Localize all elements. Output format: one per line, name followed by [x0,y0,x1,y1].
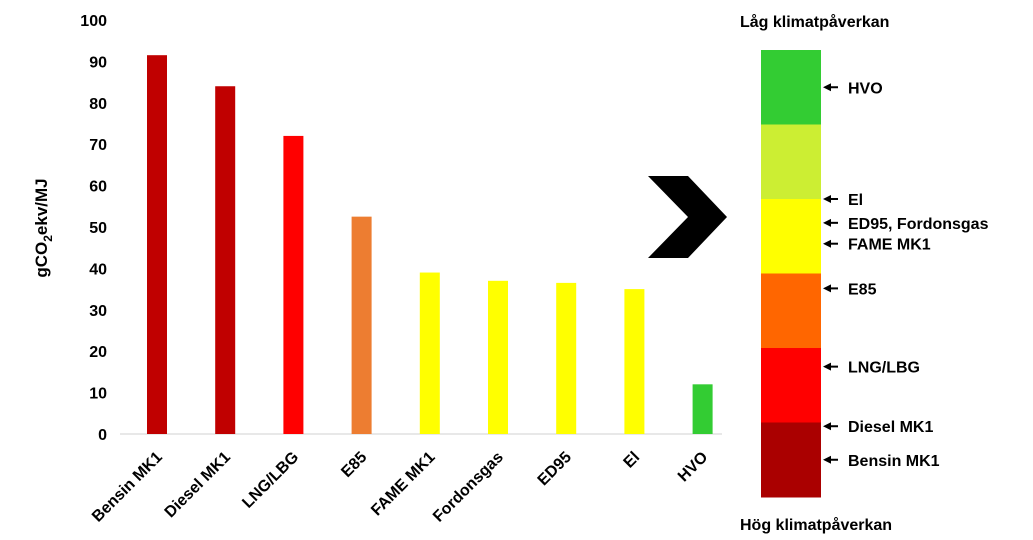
bar [351,216,372,434]
scale-label: E85 [823,281,877,298]
x-tick-label: Diesel MK1 [162,449,234,521]
x-tick-label: El [621,449,644,472]
scale-band [761,348,821,423]
scale-top-title: Låg klimatpåverkan [740,13,889,31]
y-tick-label: 10 [89,386,107,403]
scale-label-text: HVO [848,80,883,97]
x-tick-label: E85 [338,449,370,481]
arrow-head-icon [823,239,831,248]
scale-band [761,422,821,498]
x-tick-label: Bensin MK1 [89,449,166,526]
scale-label-text: LNG/LBG [848,360,920,377]
scale-label: Diesel MK1 [823,419,933,436]
y-tick-label: 40 [89,261,107,278]
y-axis-title: gCO2ekv/MJ [32,178,55,277]
y-axis-title-subscript: 2 [41,235,55,242]
bar [419,272,440,434]
arrow-head-icon [823,422,831,431]
y-tick-label: 0 [98,427,107,444]
y-tick-label: 80 [89,96,107,113]
scale-label-text: Diesel MK1 [848,419,933,436]
arrow-head-icon [823,218,831,227]
arrow-head-icon [823,284,831,293]
y-axis-title-suffix: ekv/MJ [32,178,51,235]
x-tick-label: LNG/LBG [239,449,302,512]
scale-label: HVO [823,80,883,97]
scale-label-text: E85 [848,281,877,298]
y-tick-label: 100 [80,13,107,30]
scale-label: Bensin MK1 [823,453,940,470]
scale-label-text: FAME MK1 [848,237,931,254]
x-tick-label: HVO [675,449,712,486]
bar [624,289,645,434]
scale-band [761,50,821,125]
chevron-arrow-icon [648,176,727,258]
x-tick-label: ED95 [535,449,575,489]
scale-bottom-title: Hög klimatpåverkan [740,516,892,534]
climate-scale: HVO El ED95, Fordonsgas FAME MK1 E85 LNG/LBG D… [761,50,989,498]
y-axis-title-prefix: gCO [32,242,51,278]
x-tick-label: Fordonsgas [430,449,507,526]
bar [147,55,167,434]
y-tick-label: 20 [89,344,107,361]
scale-label: FAME MK1 [823,237,931,254]
scale-band [761,199,821,274]
bars [147,55,713,435]
scale-label: El [823,192,863,209]
y-tick-label: 30 [89,303,107,320]
scale-label-text: ED95, Fordonsgas [848,216,989,233]
arrow-head-icon [823,362,831,371]
y-tick-label: 90 [89,54,107,71]
y-tick-label: 60 [89,179,107,196]
y-tick-label: 50 [89,220,107,237]
scale-label: ED95, Fordonsgas [823,216,989,233]
bar [488,280,508,434]
bar [283,135,304,435]
arrow-head-icon [823,83,831,92]
scale-label-text: Bensin MK1 [848,453,940,470]
scale-band [761,273,821,349]
y-tick-label: 70 [89,137,107,154]
arrow-head-icon [823,455,831,464]
scale-label: LNG/LBG [823,360,920,377]
scale-label-text: El [848,192,863,209]
bar [215,86,236,435]
x-tick-label: FAME MK1 [368,449,439,520]
bar [692,384,713,434]
scale-band [761,124,821,200]
bar [556,282,577,434]
arrow-head-icon [823,195,831,203]
